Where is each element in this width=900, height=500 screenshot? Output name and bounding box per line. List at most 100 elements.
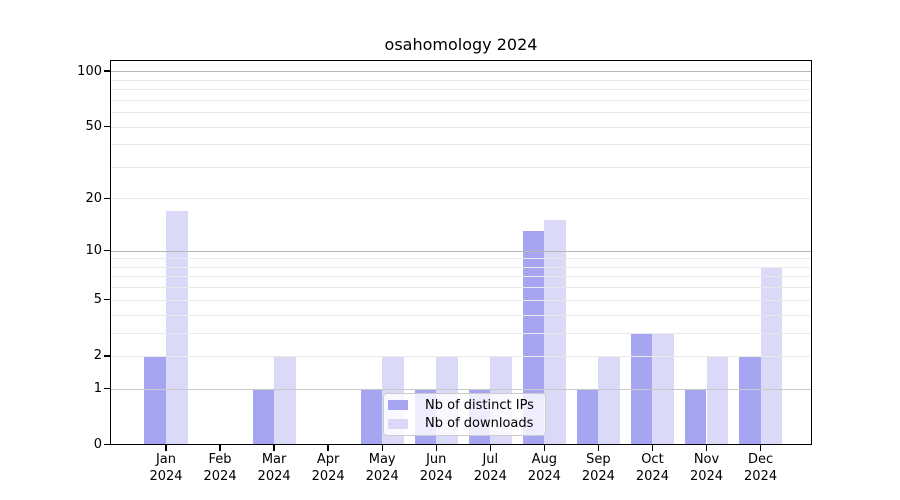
x-tick-year: 2024	[149, 468, 183, 484]
gridline-minor	[111, 99, 812, 101]
x-tick-month: May	[368, 452, 396, 467]
x-tick-month: Aug	[531, 452, 558, 467]
x-tick-label-mar: Mar 2024	[244, 452, 304, 485]
bar-distinct-ips-may	[360, 388, 383, 445]
gridline-minor	[111, 332, 812, 334]
x-tick-mark	[543, 445, 546, 451]
bar-distinct-ips-nov	[684, 388, 707, 445]
gridline-major	[111, 250, 812, 252]
x-tick-label-jan: Jan 2024	[136, 452, 196, 485]
x-tick-mark	[597, 445, 600, 451]
x-tick-mark	[651, 445, 654, 451]
x-tick-year: 2024	[635, 468, 669, 484]
bar-distinct-ips-sep	[576, 388, 599, 445]
bar-distinct-ips-mar	[252, 388, 275, 445]
gridline-minor	[111, 314, 812, 316]
x-tick-month: Feb	[208, 452, 232, 467]
x-tick-mark	[705, 445, 708, 451]
bar-distinct-ips-jan	[144, 355, 166, 445]
gridline-minor	[111, 266, 812, 268]
y-tick-mark	[104, 125, 110, 128]
gridline-minor	[111, 258, 812, 260]
x-tick-label-oct: Oct 2024	[622, 452, 682, 485]
x-tick-mark	[435, 445, 437, 451]
x-tick-year: 2024	[257, 468, 291, 484]
y-tick-mark	[104, 197, 110, 200]
y-tick-mark	[104, 355, 110, 357]
x-tick-label-apr: Apr 2024	[298, 452, 358, 485]
x-tick-mark	[759, 445, 762, 451]
x-tick-year: 2024	[689, 468, 724, 484]
y-tick-mark	[104, 299, 110, 301]
gridline-minor	[111, 276, 812, 278]
x-tick-label-jun: Jun 2024	[406, 452, 466, 485]
x-tick-mark	[273, 445, 275, 451]
chart-title: osahomology 2024	[384, 35, 538, 54]
y-tick-mark	[104, 70, 110, 72]
x-tick-year: 2024	[419, 468, 453, 484]
x-tick-month: Oct	[641, 452, 664, 467]
y-tick-label: 1	[93, 381, 102, 397]
legend: Nb of distinct IPs Nb of downloads	[383, 393, 546, 436]
gridline-minor	[111, 126, 812, 128]
bar-downloads-oct	[652, 332, 675, 445]
y-tick-mark	[104, 444, 110, 446]
bar-downloads-nov	[706, 355, 729, 445]
gridline-minor	[111, 198, 812, 200]
x-tick-month: Jul	[482, 452, 499, 467]
x-tick-year: 2024	[203, 468, 237, 484]
y-tick-mark	[104, 387, 110, 390]
x-tick-year: 2024	[311, 468, 345, 484]
gridline-major	[111, 71, 812, 73]
x-tick-month: Nov	[693, 452, 720, 467]
legend-swatch-downloads	[388, 418, 408, 429]
legend-label-distinct-ips: Nb of distinct IPs	[425, 397, 534, 413]
y-tick-label: 2	[93, 348, 102, 364]
bar-distinct-ips-dec	[738, 355, 761, 445]
gridline-major	[111, 388, 812, 390]
x-tick-label-feb: Feb 2024	[190, 452, 250, 485]
x-tick-year: 2024	[473, 468, 507, 484]
x-tick-label-jul: Jul 2024	[460, 452, 520, 485]
y-tick-label: 100	[77, 63, 102, 79]
legend-label-downloads: Nb of downloads	[425, 416, 534, 432]
x-tick-year: 2024	[581, 468, 615, 484]
y-tick-label: 5	[93, 292, 102, 308]
x-tick-year: 2024	[527, 468, 561, 484]
gridline-minor	[111, 299, 812, 301]
gridline-minor	[111, 79, 812, 81]
gridline-minor	[111, 144, 812, 146]
x-tick-mark	[219, 445, 221, 451]
x-tick-month: Jun	[426, 452, 447, 467]
y-tick-label: 20	[85, 190, 102, 206]
gridline-minor	[111, 287, 812, 289]
bar-downloads-mar	[274, 355, 296, 445]
gridline-minor	[111, 166, 812, 168]
x-tick-mark	[327, 445, 329, 451]
x-tick-month: Apr	[316, 452, 340, 467]
x-tick-month: Dec	[747, 452, 774, 467]
x-tick-label-sep: Sep 2024	[568, 452, 628, 485]
x-tick-year: 2024	[744, 468, 778, 484]
x-tick-label-aug: Aug 2024	[514, 452, 574, 485]
x-tick-mark	[165, 445, 167, 451]
gridline-minor	[111, 355, 812, 357]
bar-distinct-ips-aug	[522, 231, 545, 445]
gridline-minor	[111, 112, 812, 113]
legend-swatch-distinct-ips	[388, 400, 408, 411]
y-tick-label: 10	[85, 243, 102, 259]
x-tick-mark	[489, 445, 491, 451]
x-tick-year: 2024	[365, 468, 399, 484]
x-tick-mark	[381, 445, 383, 451]
bar-distinct-ips-oct	[630, 332, 653, 445]
x-tick-label-may: May 2024	[352, 452, 412, 485]
x-tick-label-nov: Nov 2024	[677, 452, 737, 485]
bar-downloads-dec	[760, 266, 783, 445]
y-tick-label: 0	[93, 437, 102, 453]
bar-downloads-jan	[166, 210, 188, 445]
x-tick-month: Jan	[155, 452, 177, 467]
y-tick-mark	[104, 249, 110, 252]
